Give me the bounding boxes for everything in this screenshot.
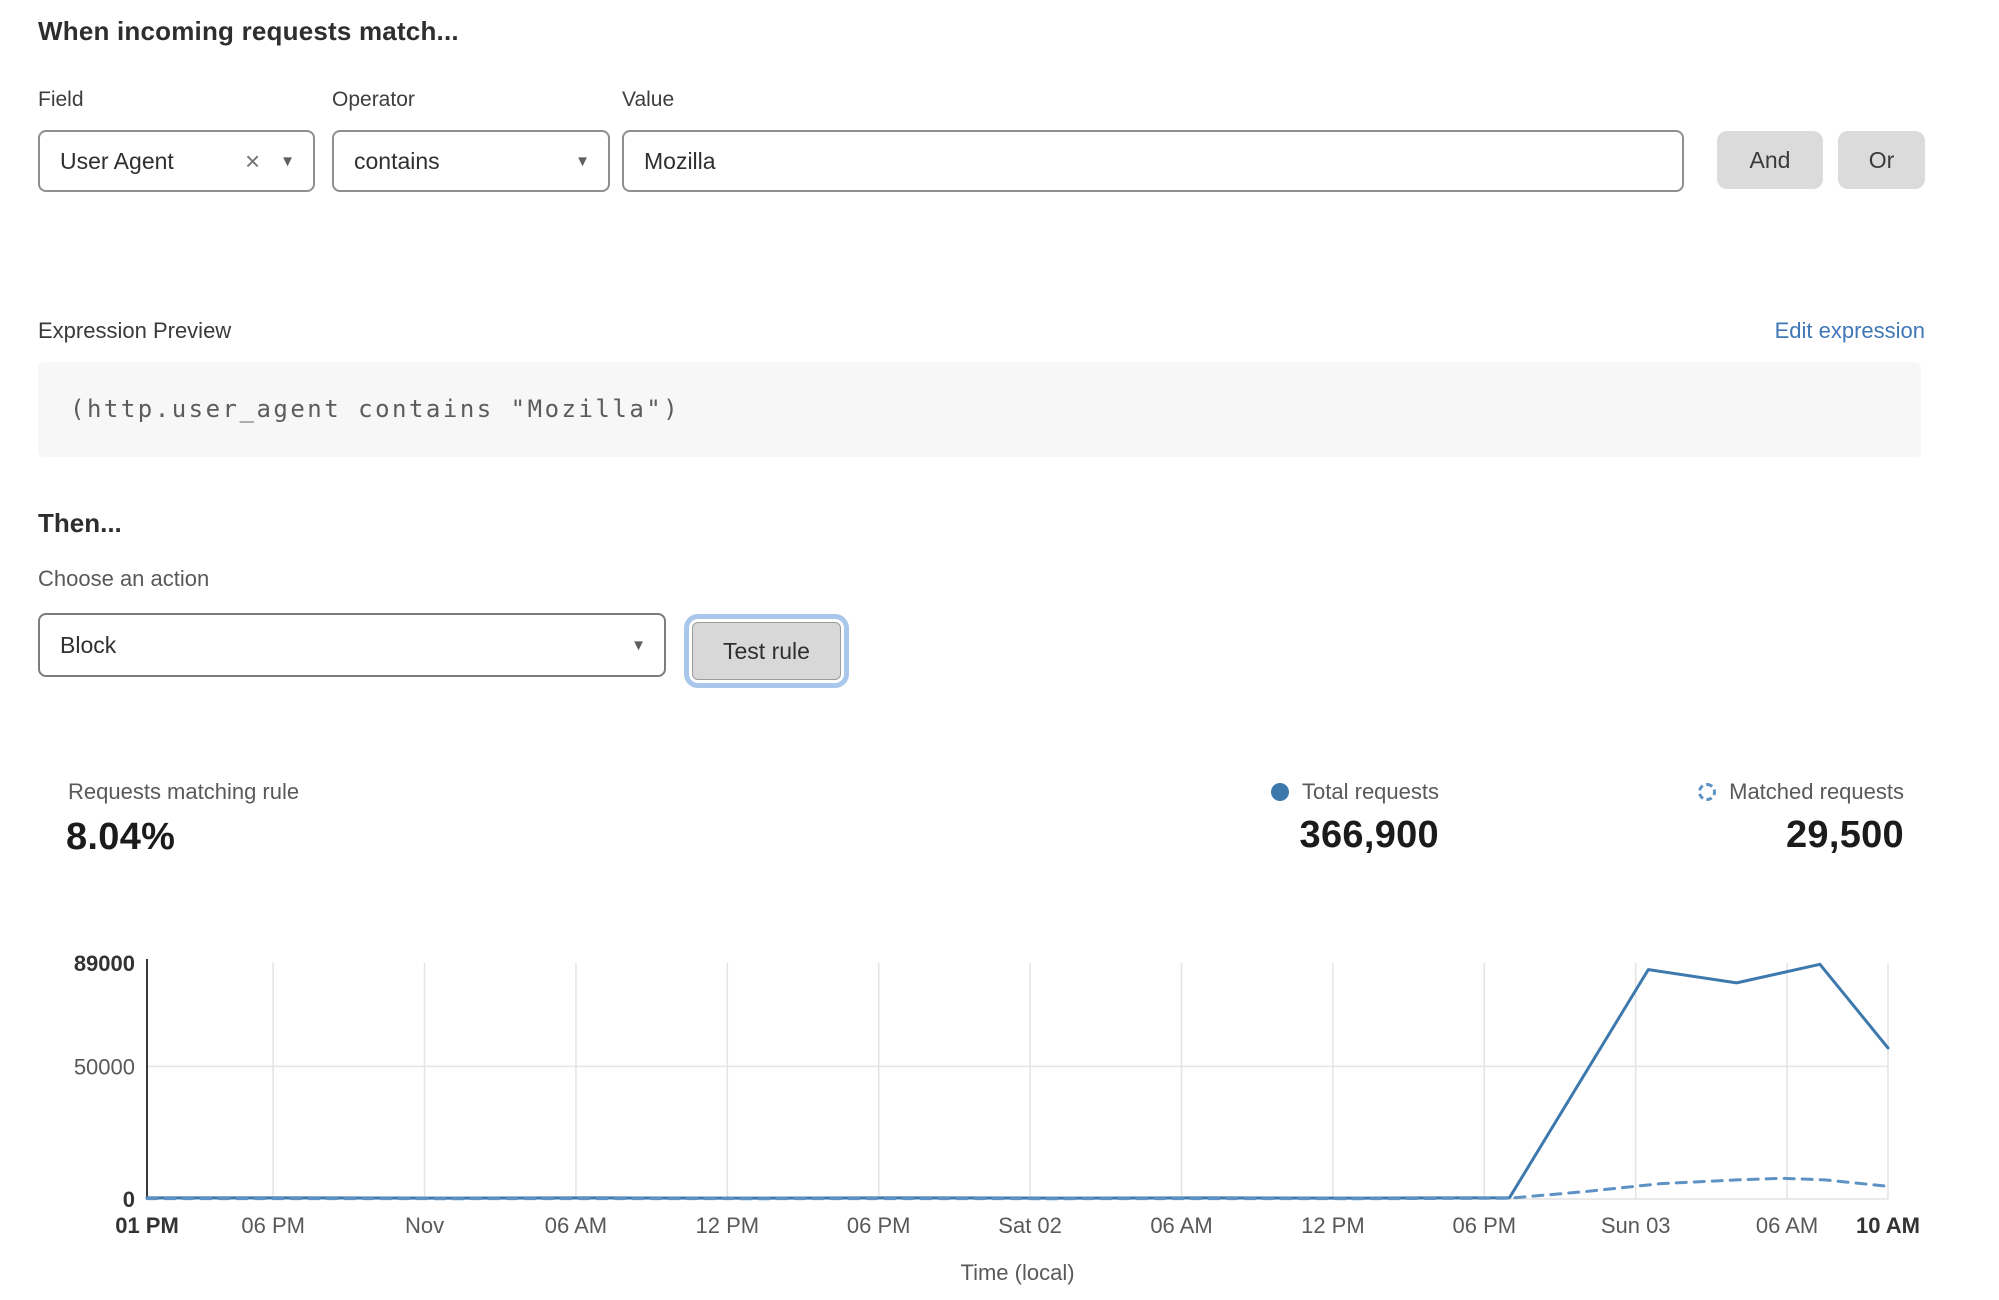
svg-text:06 PM: 06 PM xyxy=(241,1213,305,1238)
svg-text:0: 0 xyxy=(123,1187,135,1212)
svg-text:89000: 89000 xyxy=(74,951,135,976)
requests-chart-svg: 01 PM 06 PM Nov 06 AM 12 PM 06 PM Sat 02 06 AM 1… xyxy=(74,951,1920,1285)
total-requests-label: Total requests xyxy=(1302,779,1439,804)
and-button[interactable]: And xyxy=(1717,131,1823,189)
chevron-down-icon: ▼ xyxy=(575,152,590,170)
or-button[interactable]: Or xyxy=(1838,131,1925,189)
choose-action-label: Choose an action xyxy=(38,566,210,591)
svg-text:06 AM: 06 AM xyxy=(1150,1213,1212,1238)
dashed-circle-icon xyxy=(1698,783,1717,801)
matched-requests-line xyxy=(145,1176,1890,1201)
value-input[interactable] xyxy=(622,130,1684,192)
field-label: Field xyxy=(38,88,84,111)
requests-matching-value: 8.04% xyxy=(66,816,176,858)
total-requests-line xyxy=(145,962,1890,1200)
legend-total-requests: Total requests 366,900 xyxy=(1271,779,1439,857)
total-requests-value: 366,900 xyxy=(1299,814,1439,856)
operator-select-value: contains xyxy=(354,147,440,174)
operator-select[interactable]: contains ▼ xyxy=(332,130,610,192)
operator-label: Operator xyxy=(332,88,415,111)
solid-dot-icon xyxy=(1271,783,1290,801)
chevron-down-icon: ▼ xyxy=(631,636,646,654)
svg-text:10 AM: 10 AM xyxy=(1856,1213,1920,1238)
svg-text:Sat 02: Sat 02 xyxy=(998,1213,1062,1238)
svg-text:Time (local): Time (local) xyxy=(960,1260,1074,1285)
then-heading: Then... xyxy=(38,508,122,538)
page-title: When incoming requests match... xyxy=(38,16,459,46)
matched-requests-value: 29,500 xyxy=(1785,814,1904,856)
clear-field-icon[interactable]: × xyxy=(244,146,261,176)
requests-matching-label: Requests matching rule xyxy=(68,779,300,804)
svg-text:50000: 50000 xyxy=(74,1054,135,1079)
svg-text:06 AM: 06 AM xyxy=(545,1213,607,1238)
expression-preview-label: Expression Preview xyxy=(38,318,232,343)
edit-expression-link[interactable]: Edit expression xyxy=(1774,318,1925,343)
expression-code: (http.user_agent contains "Mozilla") xyxy=(70,395,681,423)
svg-text:06 AM: 06 AM xyxy=(1756,1213,1818,1238)
action-select-value: Block xyxy=(60,631,117,658)
legend-matched-requests: Matched requests 29,500 xyxy=(1698,779,1904,857)
test-rule-button[interactable]: Test rule xyxy=(692,622,841,680)
svg-text:06 PM: 06 PM xyxy=(847,1213,911,1238)
svg-text:01 PM: 01 PM xyxy=(115,1213,179,1238)
field-select[interactable]: User Agent × ▼ xyxy=(38,130,315,192)
requests-chart: 01 PM 06 PM Nov 06 AM 12 PM 06 PM Sat 02 06 AM 1… xyxy=(0,950,1999,1295)
chevron-down-icon: ▼ xyxy=(280,152,295,170)
matched-requests-label: Matched requests xyxy=(1729,779,1904,804)
svg-text:06 PM: 06 PM xyxy=(1452,1213,1516,1238)
expression-preview-box: (http.user_agent contains "Mozilla") xyxy=(38,362,1921,457)
action-select[interactable]: Block ▼ xyxy=(38,613,666,677)
svg-text:12 PM: 12 PM xyxy=(1301,1213,1365,1238)
svg-text:12 PM: 12 PM xyxy=(696,1213,760,1238)
field-select-value: User Agent xyxy=(60,147,174,174)
value-label: Value xyxy=(622,88,675,111)
svg-text:Sun 03: Sun 03 xyxy=(1601,1213,1671,1238)
svg-text:Nov: Nov xyxy=(405,1213,444,1238)
